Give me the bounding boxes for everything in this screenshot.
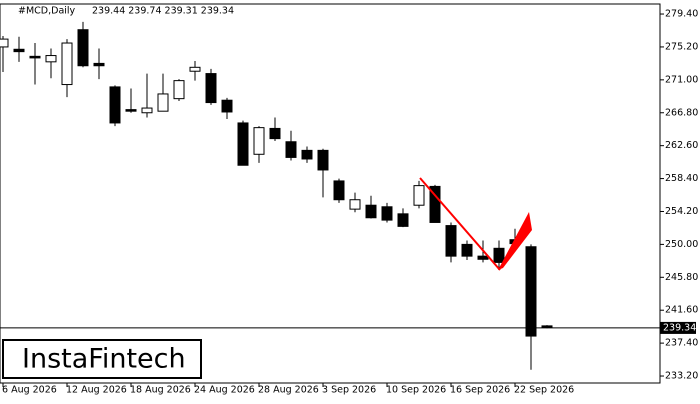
candle-body (317, 149, 329, 171)
candle-body (429, 185, 441, 223)
flag-pattern (419, 177, 532, 271)
candle-body (13, 48, 25, 53)
candle-body (253, 127, 265, 155)
y-tick-label: 275.20 (665, 41, 698, 52)
candle-body (477, 255, 489, 260)
price-label: 239.34 (663, 322, 696, 333)
logo-box (2, 339, 202, 379)
y-tick-label: 258.40 (665, 173, 698, 184)
candle-body (285, 141, 297, 158)
logo: InstaFintech (22, 344, 186, 375)
candle-body (381, 206, 393, 221)
y-tick-label: 250.00 (665, 239, 698, 250)
y-tick-label: 241.60 (665, 305, 698, 316)
x-tick-label: 28 Aug 2026 (258, 385, 319, 396)
candle-body (189, 66, 201, 72)
candle-body (29, 55, 41, 59)
candle-body (237, 122, 249, 166)
candle-body (93, 62, 105, 67)
candle-body (333, 180, 345, 201)
candle-body (141, 107, 153, 114)
y-tick-label: 266.80 (665, 107, 698, 118)
x-tick-label: 10 Sep 2026 (386, 385, 446, 396)
candle-body (541, 325, 553, 328)
x-tick-label: 12 Aug 2026 (66, 385, 127, 396)
flag-pole (419, 177, 501, 271)
x-tick-label: 22 Sep 2026 (514, 385, 574, 396)
candle-body (125, 109, 137, 112)
candle-body (0, 38, 9, 48)
candle-body (269, 127, 281, 140)
candle-body (205, 73, 217, 104)
candle-body (221, 99, 233, 113)
candle-body (365, 204, 377, 219)
candle-body (109, 86, 121, 124)
candle-body (445, 225, 457, 257)
x-tick-label: 18 Aug 2026 (130, 385, 191, 396)
quote: 239.44 239.74 239.31 239.34 (92, 6, 234, 17)
x-tick-label: 6 Aug 2026 (2, 385, 57, 396)
x-tick-label: 3 Sep 2026 (322, 385, 376, 396)
candle-body (349, 199, 361, 210)
x-tick-label: 16 Sep 2026 (450, 385, 510, 396)
symbol: #MCD,Daily (18, 6, 76, 17)
y-tick-label: 237.40 (665, 338, 698, 349)
price-label-box (660, 321, 696, 334)
candle-body (157, 93, 169, 112)
y-tick-label: 262.60 (665, 140, 698, 151)
candle-body (493, 247, 505, 263)
y-tick-label: 279.40 (665, 9, 698, 20)
candle-body (61, 42, 73, 86)
candle-body (525, 246, 537, 337)
candle-body (173, 80, 185, 100)
y-tick-label: 271.00 (665, 74, 698, 85)
candle-body (77, 29, 89, 67)
plot-area (0, 3, 661, 384)
candle-body (461, 243, 473, 257)
y-tick-label: 233.20 (665, 371, 698, 382)
candle-body (413, 185, 425, 206)
candle-body (45, 55, 57, 63)
x-tick-label: 24 Aug 2026 (194, 385, 255, 396)
candle-body (301, 149, 313, 160)
y-tick-label: 254.20 (665, 206, 698, 217)
candle-body (397, 213, 409, 227)
flag (498, 212, 532, 270)
y-tick-label: 245.80 (665, 272, 698, 283)
